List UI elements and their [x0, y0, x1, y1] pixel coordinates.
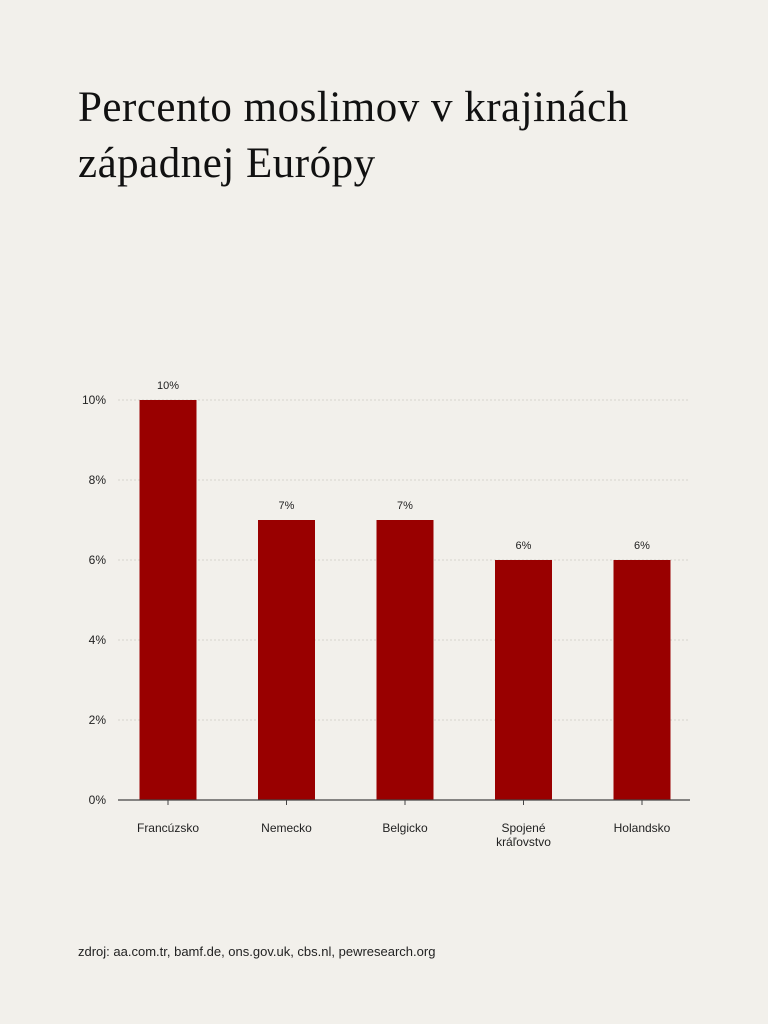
chart-title-line-2: západnej Európy [78, 140, 376, 187]
bar [613, 560, 671, 800]
x-category-label: Francúzsko [137, 821, 199, 835]
x-category-label: Belgicko [382, 821, 428, 835]
x-category-label: Nemecko [261, 821, 312, 835]
y-axis-tick-labels: 0% 2% 4% 6% 8% 10% [82, 393, 106, 807]
bars [139, 400, 671, 800]
data-label: 7% [279, 500, 295, 512]
data-labels: 10% 7% 7% 6% 6% [157, 380, 650, 552]
y-tick-label: 6% [89, 553, 107, 567]
data-label: 10% [157, 380, 179, 392]
bar [258, 520, 315, 800]
chart-title: Percento moslimov v krajinách západnej E… [78, 80, 718, 192]
x-category-label: kráľovstvo [496, 835, 551, 849]
y-tick-label: 8% [89, 473, 107, 487]
y-tick-label: 2% [89, 713, 107, 727]
y-tick-label: 10% [82, 393, 106, 407]
source-note: zdroj: aa.com.tr, bamf.de, ons.gov.uk, c… [78, 944, 436, 959]
bar [139, 400, 197, 800]
bar [376, 520, 434, 800]
data-label: 7% [397, 500, 413, 512]
data-label: 6% [634, 540, 650, 552]
x-axis-ticks [167, 800, 643, 805]
x-axis-category-labels: Francúzsko Nemecko Belgicko Spojenékráľovst… [137, 821, 671, 849]
y-tick-label: 4% [89, 633, 107, 647]
x-category-label: Holandsko [614, 821, 671, 835]
data-label: 6% [516, 540, 532, 552]
y-tick-label: 0% [89, 793, 107, 807]
bar [495, 560, 552, 800]
chart-title-line-1: Percento moslimov v krajinách [78, 84, 629, 131]
x-category-label: Spojené [501, 821, 545, 835]
